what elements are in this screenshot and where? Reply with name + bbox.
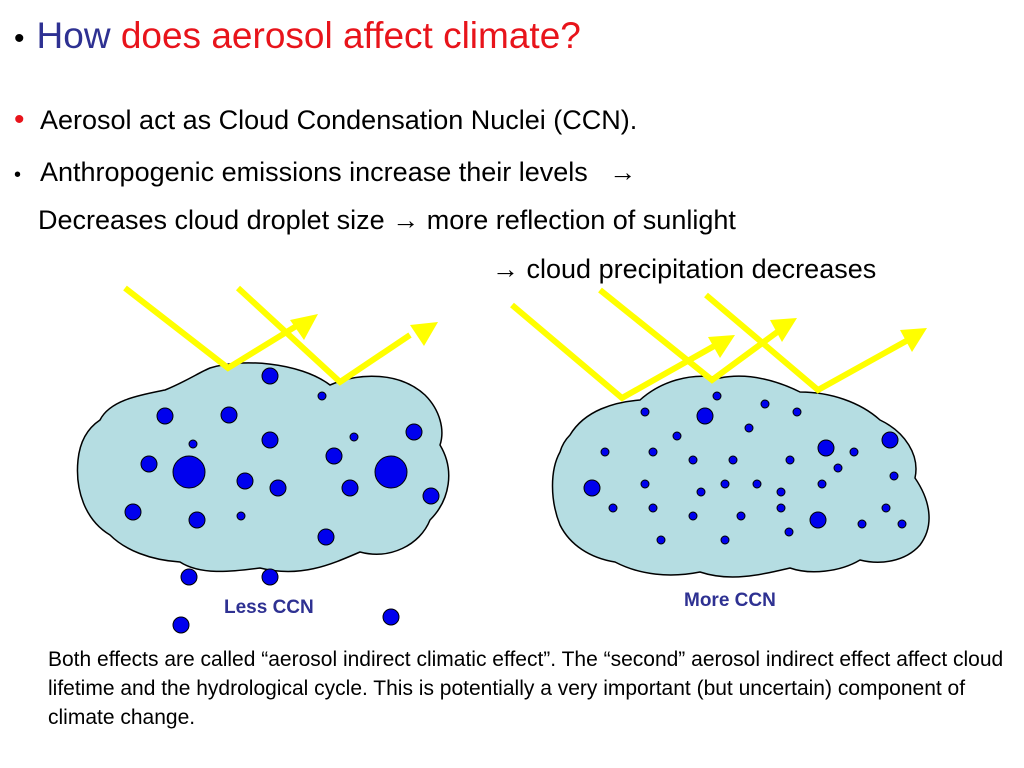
droplet [736,511,746,521]
bullet-dot-black: • [14,164,22,186]
droplet [405,423,423,441]
sun-ray [598,287,782,384]
droplet [220,406,238,424]
bullet-dot-red: • [14,103,25,136]
droplet [881,431,899,449]
droplet [720,479,730,489]
sunlight-left [123,285,412,386]
droplet [236,472,254,490]
droplet [672,431,682,441]
droplet [261,568,279,586]
bullet-emissions: • Anthropogenic emissions increase their … [14,155,636,192]
droplet [688,455,698,465]
bullet-reflection-text: more reflection of sunlight [426,205,736,235]
droplet [728,455,738,465]
title-part-how: How [36,15,111,56]
label-less-ccn: Less CCN [224,597,314,618]
bullet-ccn-text: Aerosol act as Cloud Condensation Nuclei… [40,105,638,135]
bullet-emissions-text: Anthropogenic emissions increase their l… [40,157,588,187]
droplet [833,463,843,473]
arrow-icon: → [492,254,519,284]
arrowhead-icon [708,335,735,358]
arrowhead-icon [290,314,318,340]
arrow-icon: → [609,157,637,187]
droplet [696,407,714,425]
droplet [696,487,706,497]
droplet [776,487,786,497]
droplet [744,423,754,433]
cloud-more-ccn [551,375,930,578]
droplet [640,407,650,417]
droplet [656,535,666,545]
droplet [809,511,827,529]
droplet [600,447,610,457]
droplet [857,519,867,529]
droplet [897,519,907,529]
droplet [422,487,440,505]
bullet-ccn: • Aerosol act as Cloud Condensation Nucle… [14,103,637,137]
bullet-precipitation: → cloud precipitation decreases [492,252,876,286]
droplet [374,455,408,489]
droplet [325,447,343,465]
bullet-droplet-text: Decreases cloud droplet size [38,205,385,235]
droplet [817,439,835,457]
footnote-text: Both effects are called “aerosol indirec… [48,648,1004,729]
droplet [648,447,658,457]
droplet [881,503,891,513]
droplet [341,479,359,497]
sunlight-right [510,287,910,402]
arrowhead-icon [770,318,797,342]
droplet [172,455,206,489]
title-bullet: • [14,22,25,55]
droplet [349,432,359,442]
droplet [889,471,899,481]
sun-ray [510,302,718,402]
droplet [688,511,698,521]
label-more-ccn: More CCN [684,590,776,611]
droplet [785,455,795,465]
droplet [156,407,174,425]
droplet [382,608,400,626]
arrowhead-icon [900,328,927,352]
droplet [776,503,786,513]
droplet [261,367,279,385]
droplet [720,535,730,545]
droplet [269,479,287,497]
arrow-icon: → [392,205,420,235]
droplet [583,479,601,497]
sun-ray [235,285,412,386]
sun-ray [704,292,910,394]
droplet [317,391,327,401]
droplet [188,439,198,449]
droplet [140,455,158,473]
droplet [792,407,802,417]
droplet [188,511,206,529]
droplet [752,479,762,489]
bullet-droplet-size: Decreases cloud droplet size → more refl… [38,203,736,237]
droplet [317,528,335,546]
bullet-precip-text: cloud precipitation decreases [526,254,877,284]
droplet [261,431,279,449]
droplet [124,503,142,521]
droplet [760,399,770,409]
droplets-right [583,391,907,545]
slide-title: • How does aerosol affect climate? [14,14,581,61]
droplet [608,503,618,513]
droplets-left [124,367,440,634]
droplet [172,616,190,634]
droplet [817,479,827,489]
droplet [712,391,722,401]
droplet [180,568,198,586]
arrowhead-icon [410,322,438,346]
droplet [784,527,794,537]
sun-ray [123,285,300,372]
droplet [640,479,650,489]
droplet [849,447,859,457]
droplet [236,511,246,521]
title-part-question: does aerosol affect climate? [120,15,581,56]
droplet [648,503,658,513]
